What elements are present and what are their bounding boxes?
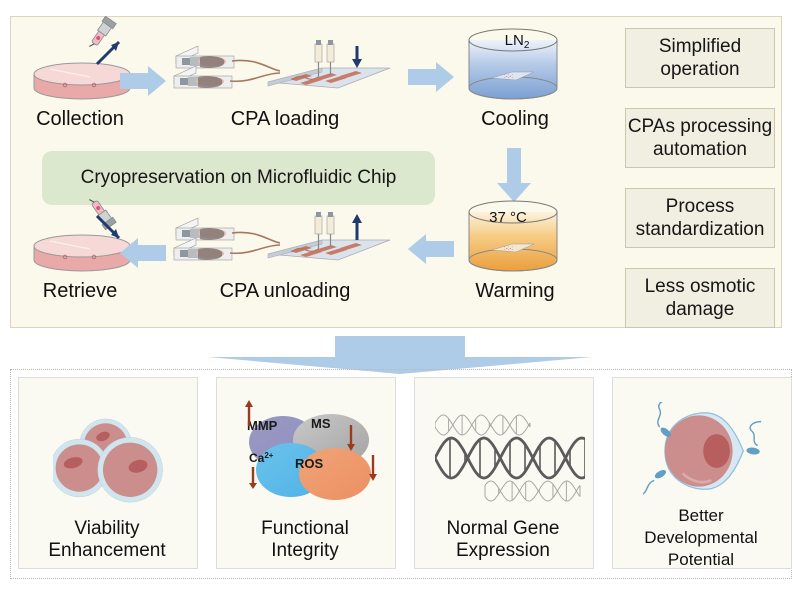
svg-text:MS: MS	[311, 416, 331, 431]
svg-text:ROS: ROS	[295, 456, 324, 471]
svg-text::-:-:: :-:-:	[504, 74, 513, 80]
svg-text::-:-:: :-:-:	[504, 246, 513, 252]
